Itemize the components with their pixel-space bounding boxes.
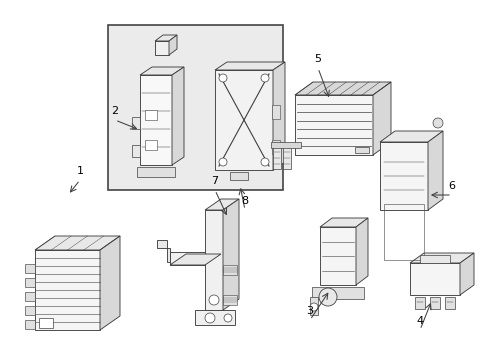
- Bar: [25, 264, 35, 273]
- Polygon shape: [140, 67, 183, 75]
- Polygon shape: [155, 35, 177, 41]
- Polygon shape: [223, 199, 239, 310]
- Bar: [132, 145, 140, 157]
- Bar: [145, 140, 157, 150]
- Bar: [271, 140, 280, 154]
- Polygon shape: [215, 70, 272, 170]
- Bar: [414, 297, 424, 309]
- Polygon shape: [204, 210, 223, 310]
- Bar: [271, 105, 280, 119]
- Bar: [223, 265, 237, 275]
- Polygon shape: [272, 62, 285, 170]
- Polygon shape: [100, 236, 120, 330]
- Bar: [270, 142, 301, 148]
- Text: 8: 8: [241, 196, 248, 206]
- Polygon shape: [355, 218, 367, 285]
- Polygon shape: [409, 253, 473, 263]
- Bar: [283, 147, 290, 169]
- Circle shape: [318, 288, 336, 306]
- Circle shape: [204, 313, 215, 323]
- Circle shape: [208, 295, 219, 305]
- Polygon shape: [409, 263, 459, 295]
- Text: 2: 2: [111, 106, 118, 116]
- Polygon shape: [372, 82, 390, 155]
- Bar: [132, 117, 140, 129]
- Bar: [145, 110, 157, 120]
- Text: 5: 5: [314, 54, 321, 64]
- Bar: [137, 167, 175, 177]
- Bar: [309, 297, 317, 315]
- Text: 6: 6: [447, 181, 454, 191]
- Polygon shape: [195, 310, 235, 325]
- Circle shape: [224, 314, 231, 322]
- Bar: [25, 292, 35, 301]
- Polygon shape: [169, 35, 177, 55]
- Circle shape: [432, 118, 442, 128]
- Polygon shape: [172, 67, 183, 165]
- Polygon shape: [379, 142, 427, 210]
- Polygon shape: [35, 236, 120, 250]
- Bar: [354, 147, 368, 153]
- Text: 1: 1: [76, 166, 83, 176]
- Circle shape: [309, 303, 317, 311]
- Bar: [272, 147, 281, 169]
- Text: 7: 7: [211, 176, 218, 186]
- Polygon shape: [140, 75, 172, 165]
- Polygon shape: [459, 253, 473, 295]
- Circle shape: [219, 158, 226, 166]
- Polygon shape: [155, 41, 169, 55]
- Polygon shape: [204, 199, 239, 210]
- Polygon shape: [170, 252, 204, 265]
- Polygon shape: [379, 131, 442, 142]
- Polygon shape: [215, 62, 285, 70]
- Polygon shape: [294, 82, 390, 95]
- Polygon shape: [319, 218, 367, 227]
- Circle shape: [261, 158, 268, 166]
- Bar: [39, 318, 53, 328]
- Bar: [429, 297, 439, 309]
- Bar: [229, 172, 247, 180]
- Text: 4: 4: [416, 316, 423, 326]
- Bar: [223, 295, 237, 305]
- Circle shape: [219, 74, 226, 82]
- Bar: [25, 306, 35, 315]
- Polygon shape: [170, 254, 221, 265]
- Bar: [383, 204, 423, 260]
- Bar: [419, 255, 449, 263]
- Polygon shape: [157, 240, 170, 262]
- Bar: [311, 287, 363, 299]
- Text: 3: 3: [306, 306, 313, 316]
- Bar: [25, 320, 35, 329]
- Polygon shape: [427, 131, 442, 210]
- Polygon shape: [319, 227, 355, 285]
- Circle shape: [261, 74, 268, 82]
- Bar: [444, 297, 454, 309]
- Bar: [25, 278, 35, 287]
- Bar: [108, 25, 283, 190]
- Polygon shape: [294, 95, 372, 155]
- Polygon shape: [35, 250, 100, 330]
